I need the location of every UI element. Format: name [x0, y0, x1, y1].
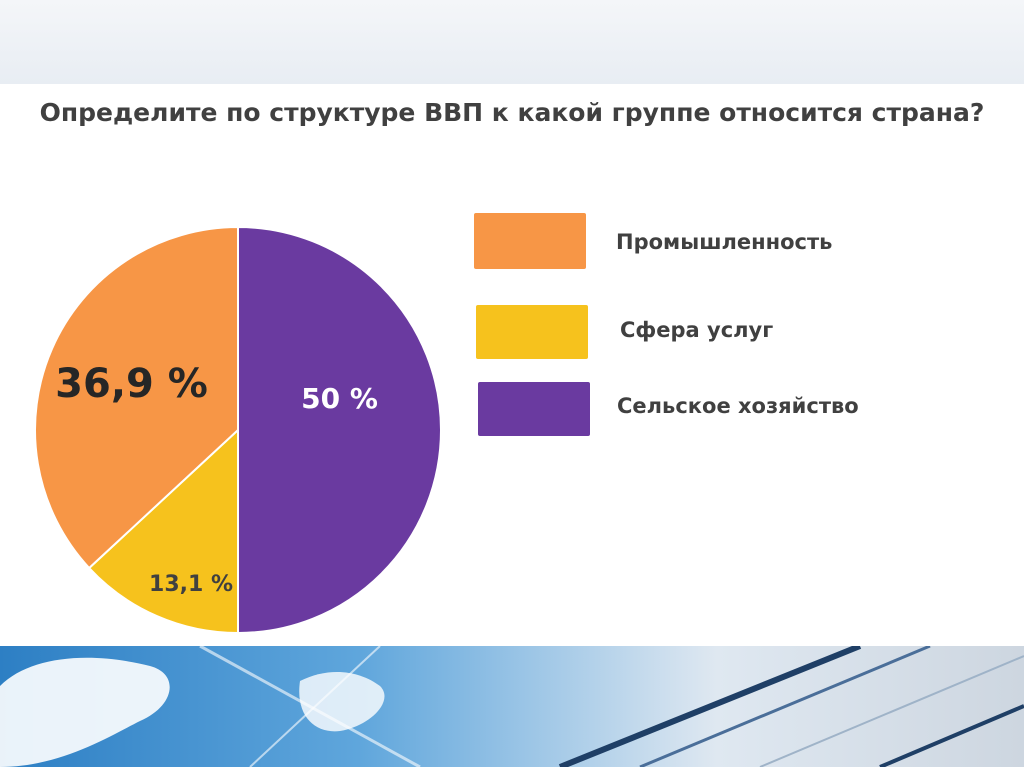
- slice-label-services: 13,1 %: [149, 572, 233, 597]
- legend-swatch-services: [476, 305, 588, 359]
- slice-label-agriculture: 50 %: [301, 382, 378, 415]
- slide-content: Определите по структуре ВВП к какой груп…: [0, 84, 1024, 646]
- legend-label-industry: Промышленность: [616, 230, 833, 254]
- slice-industry: [34, 225, 239, 570]
- slice-label-industry: 36,9 %: [55, 361, 208, 407]
- legend-label-agriculture: Сельское хозяйство: [617, 394, 859, 418]
- slice-services: [87, 427, 239, 635]
- slice-agriculture: [237, 225, 442, 635]
- globe-decoration: [0, 646, 1024, 767]
- background-top-band: [0, 0, 1024, 84]
- chart-title: Определите по структуре ВВП к какой груп…: [39, 98, 985, 127]
- background-globe-band: [0, 646, 1024, 767]
- legend-label-services: Сфера услуг: [620, 318, 774, 342]
- pie-chart: 50 % 13,1 % 36,9 %: [34, 225, 442, 635]
- legend-swatch-industry: [474, 213, 586, 269]
- legend-swatch-agriculture: [478, 382, 590, 436]
